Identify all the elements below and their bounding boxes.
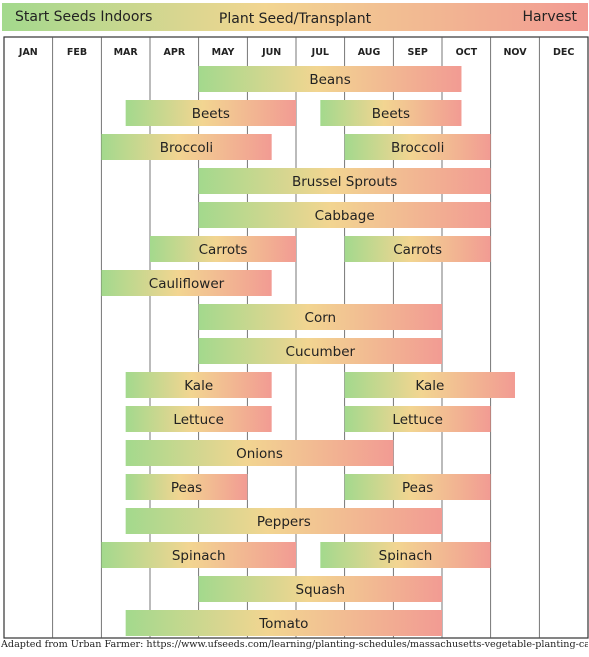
crop-label-corn: Corn	[305, 310, 337, 326]
crop-bar-squash-1	[198, 576, 442, 602]
legend-start-label: Start Seeds Indoors	[15, 9, 153, 25]
crop-label-broccoli: Broccoli	[160, 140, 213, 156]
crop-label-lettuce: Lettuce	[173, 412, 223, 428]
crop-label-squash: Squash	[296, 582, 346, 598]
month-label-sep: SEP	[408, 47, 428, 58]
month-label-dec: DEC	[553, 47, 574, 58]
crop-label-peas: Peas	[171, 480, 202, 496]
month-label-jul: JUL	[311, 47, 329, 58]
legend-middle-label: Plant Seed/Transplant	[218, 10, 372, 27]
month-label-apr: APR	[164, 47, 186, 58]
crop-bar-peas-2	[344, 474, 491, 500]
crop-label-onions: Onions	[236, 446, 283, 462]
crop-label-spinach: Spinach	[172, 548, 226, 564]
crop-bar-beets-2	[320, 100, 462, 126]
crop-bar-kale-1	[125, 372, 272, 398]
month-label-mar: MAR	[114, 47, 139, 58]
crop-bar-peas-1	[125, 474, 248, 500]
crop-bar-cucumber-1	[198, 338, 442, 364]
crop-label-beets: Beets	[192, 106, 230, 122]
crop-label-cucumber: Cucumber	[286, 344, 356, 360]
crop-label-kale: Kale	[415, 378, 444, 394]
crop-label-beans: Beans	[309, 72, 350, 88]
crop-label-spinach: Spinach	[379, 548, 433, 564]
planting-calendar-chart: JAN FEB MAR APR MAY JUN JUL AUG SEP OCT NOV DEC Bean…	[3, 36, 589, 639]
crop-bar-corn-1	[198, 304, 442, 330]
crop-label-beets: Beets	[372, 106, 410, 122]
crop-bar-carrots-1	[150, 236, 296, 262]
crop-bar-beans-1	[198, 66, 462, 92]
legend-bar: Start Seeds Indoors Plant Seed/Transplan…	[2, 3, 588, 31]
crop-label-lettuce: Lettuce	[392, 412, 442, 428]
crop-bar-carrots-2	[344, 236, 491, 262]
crop-bar-lettuce-2	[344, 406, 491, 432]
month-label-feb: FEB	[67, 47, 87, 58]
month-label-may: MAY	[212, 47, 235, 58]
crop-label-carrots: Carrots	[393, 242, 442, 258]
crop-bar-spinach-2	[320, 542, 491, 568]
crop-bar-spinach-1	[101, 542, 296, 568]
crop-label-cabbage: Cabbage	[315, 208, 375, 224]
crop-bar-lettuce-1	[125, 406, 272, 432]
month-label-jun: JUN	[261, 47, 281, 58]
crop-bar-cauliflower-1	[101, 270, 272, 296]
crop-bar-kale-2	[344, 372, 515, 398]
crop-bar-broccoli-1	[101, 134, 272, 160]
crop-bar-tomato-1	[125, 610, 443, 636]
crop-bar-beets-1	[125, 100, 297, 126]
month-label-jan: JAN	[18, 47, 38, 58]
crop-bar-onions-1	[125, 440, 394, 466]
crop-bar-broccoli-2	[344, 134, 491, 160]
month-label-oct: OCT	[456, 47, 478, 58]
month-label-aug: AUG	[358, 47, 381, 58]
crop-bar-brussel-sprouts-1	[198, 168, 491, 194]
month-label-nov: NOV	[503, 47, 527, 58]
crop-label-broccoli: Broccoli	[391, 140, 444, 156]
crop-bar-peppers-1	[125, 508, 443, 534]
legend-end-label: Harvest	[522, 9, 577, 25]
crop-label-kale: Kale	[184, 378, 213, 394]
crop-label-cauliflower: Cauliflower	[149, 276, 225, 292]
crop-label-carrots: Carrots	[199, 242, 248, 258]
source-footnote: Adapted from Urban Farmer: https://www.u…	[1, 639, 588, 650]
crop-bar-cabbage-1	[198, 202, 491, 228]
crop-label-brussel-sprouts: Brussel Sprouts	[292, 174, 397, 190]
crop-label-tomato: Tomato	[258, 616, 308, 632]
crop-label-peas: Peas	[402, 480, 433, 496]
crop-label-peppers: Peppers	[257, 514, 311, 530]
